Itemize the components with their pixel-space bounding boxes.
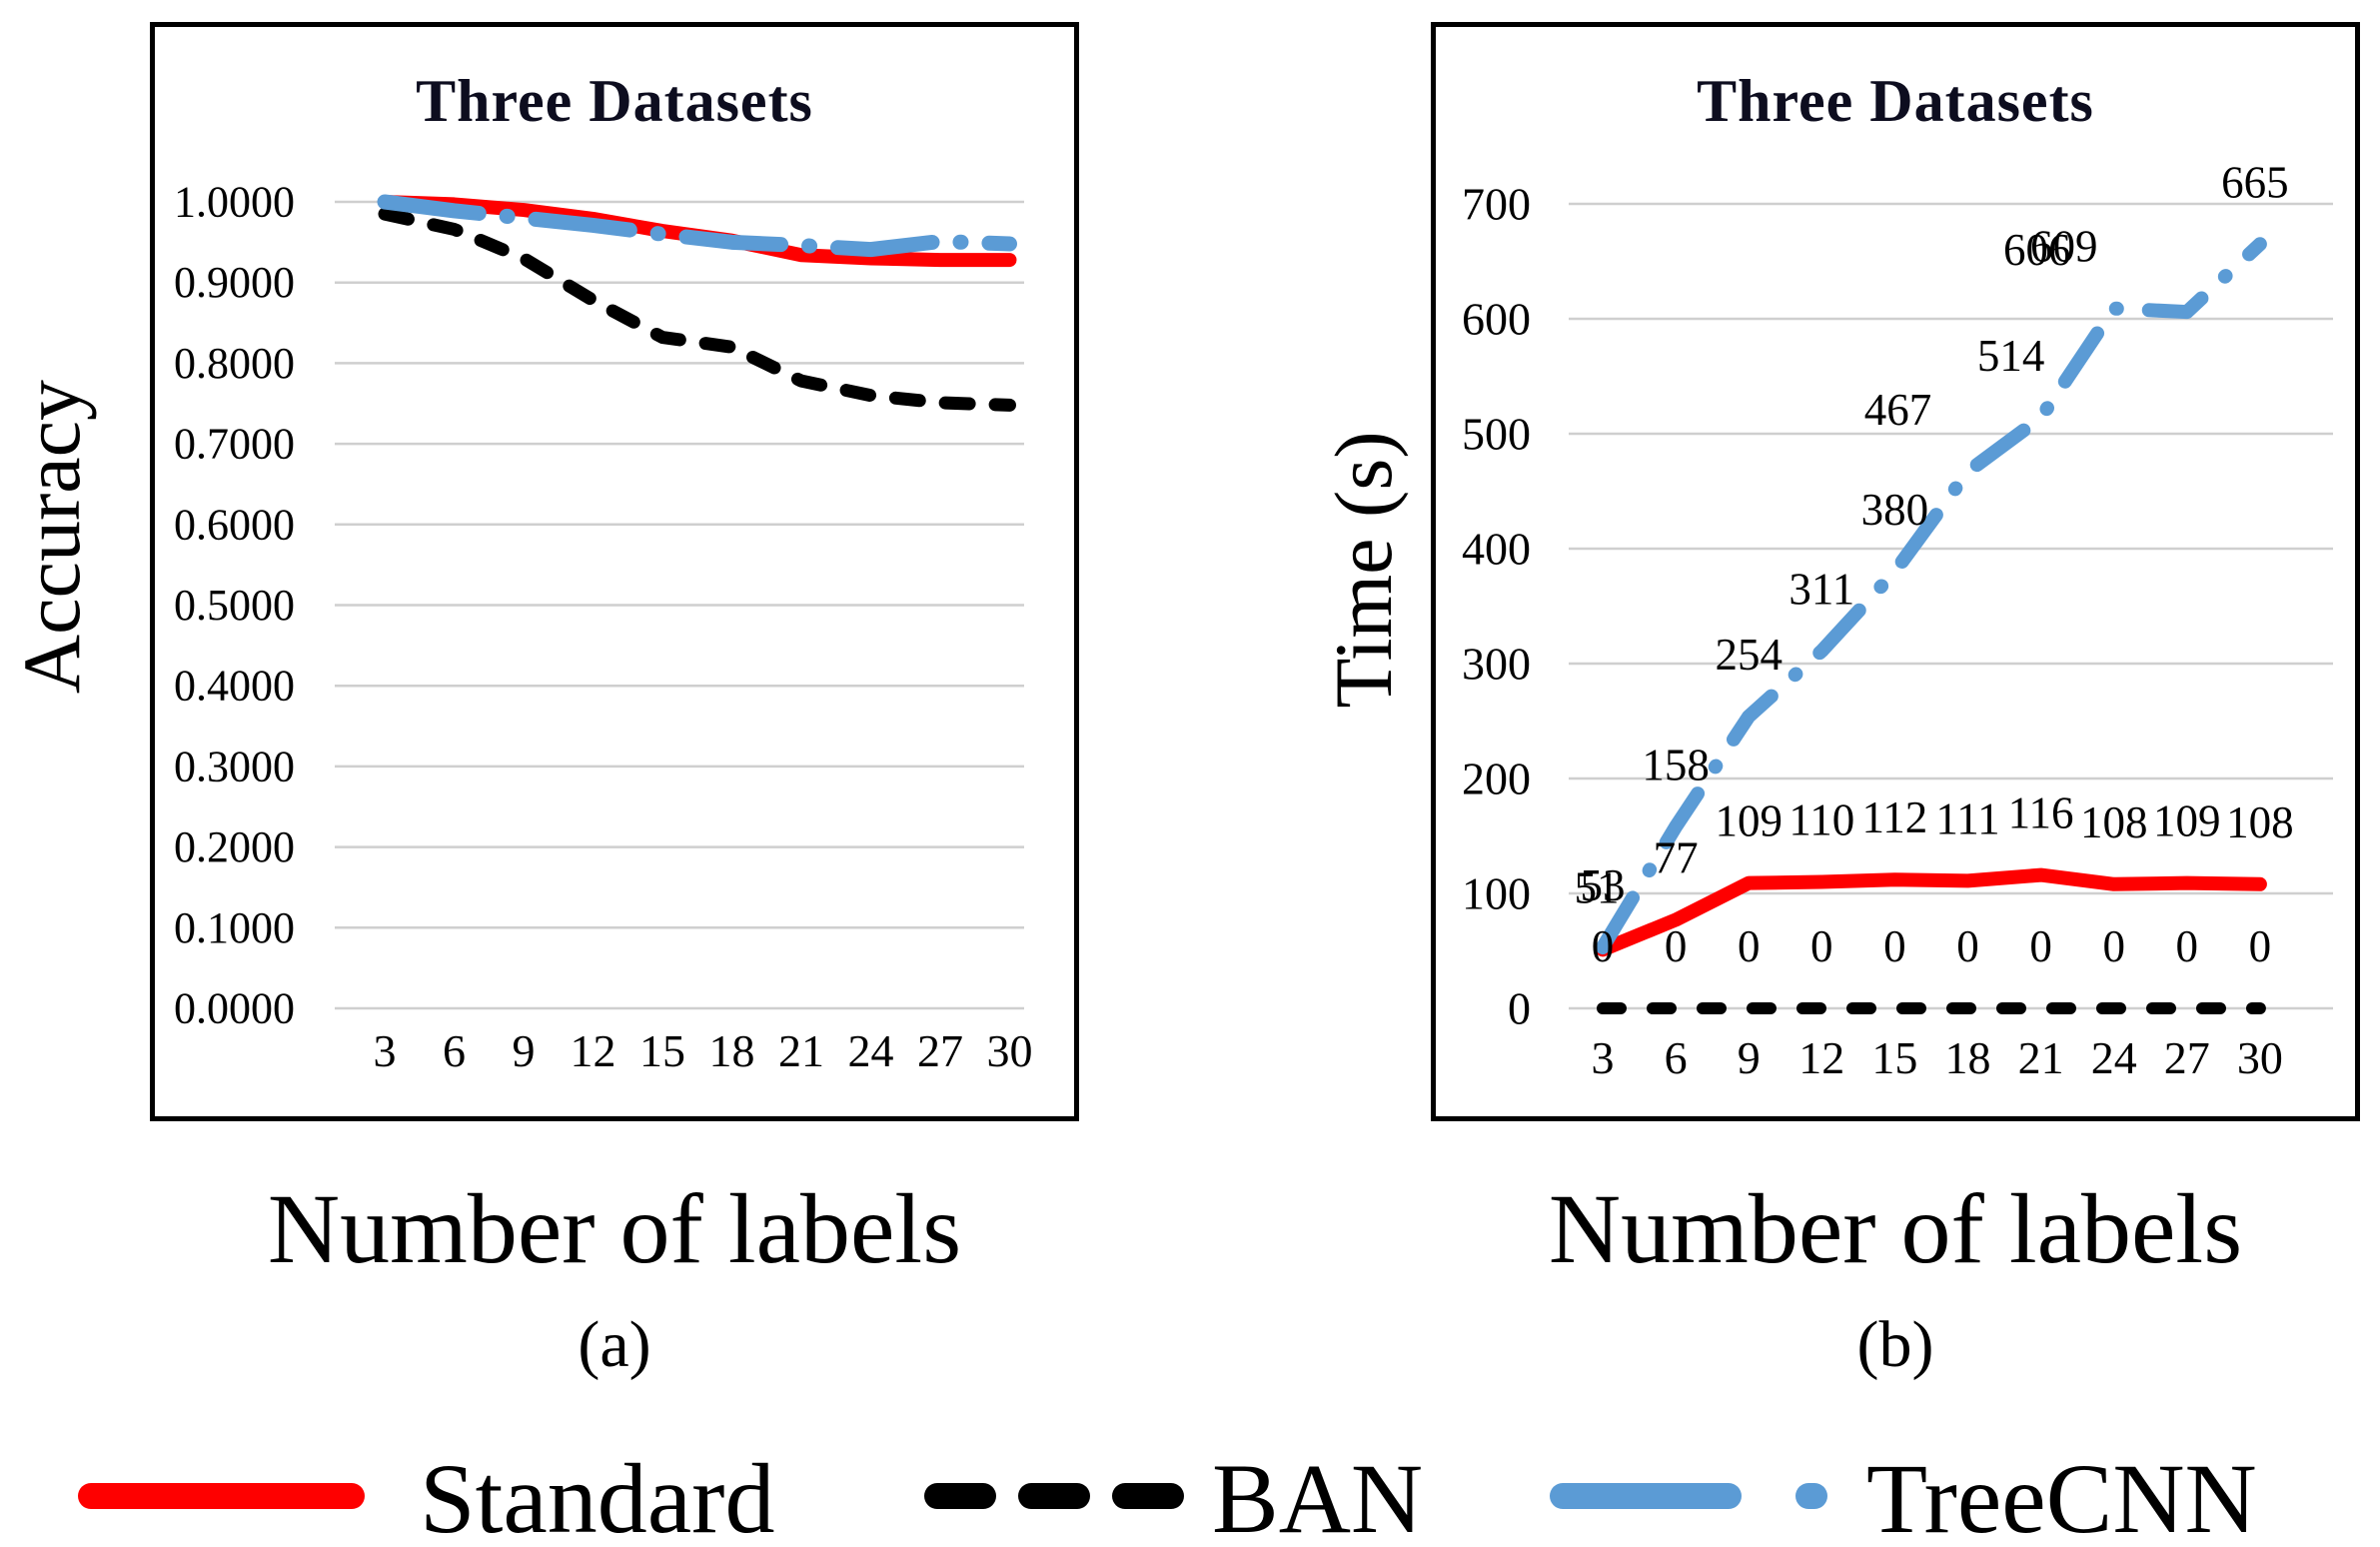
x-tick-label: 15 bbox=[1871, 1032, 1917, 1083]
series-line-treecnn bbox=[1596, 237, 2267, 955]
y-tick-label: 0.6000 bbox=[174, 500, 295, 549]
series-line-treecnn bbox=[377, 194, 1017, 258]
x-tick-label: 27 bbox=[917, 1025, 963, 1076]
chart-panel-a: 1.0000 0.9000 0.8000 0.7000 0.6000 0.5000 0.40… bbox=[150, 22, 1079, 1121]
data-label-treecnn: 311 bbox=[1788, 564, 1854, 614]
x-tick-label: 30 bbox=[987, 1025, 1033, 1076]
y-tick-label: 0.7000 bbox=[174, 420, 295, 469]
y-tick-label: 0 bbox=[1508, 983, 1531, 1034]
y-tick-label: 1.0000 bbox=[174, 178, 295, 227]
y-tick-label: 0.0000 bbox=[174, 984, 295, 1033]
legend-label-ban: BAN bbox=[1212, 1443, 1424, 1547]
data-label-ban: 0 bbox=[2249, 921, 2272, 971]
ban-line-icon bbox=[924, 1483, 996, 1509]
x-tick-label: 6 bbox=[443, 1025, 466, 1076]
treecnn-dot-icon bbox=[1795, 1483, 1827, 1509]
data-label-standard: 109 bbox=[2153, 796, 2221, 846]
y-tick-label: 0.9000 bbox=[174, 258, 295, 307]
data-label-standard: 108 bbox=[2080, 797, 2148, 847]
x-axis-label-b: Number of labels bbox=[1548, 1173, 2243, 1284]
chart-title-a: Three Datasets bbox=[416, 68, 813, 134]
legend-label-treecnn: TreeCNN bbox=[1866, 1443, 2257, 1547]
data-label-ban: 0 bbox=[1592, 921, 1615, 971]
standard-line-icon bbox=[78, 1483, 365, 1509]
data-label-standard: 111 bbox=[1935, 793, 1999, 843]
data-label-treecnn: 380 bbox=[1861, 485, 1929, 535]
accuracy-chart: 1.0000 0.9000 0.8000 0.7000 0.6000 0.5000 0.40… bbox=[174, 178, 1033, 1077]
series-line-standard bbox=[1596, 867, 2267, 957]
data-label-ban: 0 bbox=[2102, 921, 2125, 971]
y-axis-label-accuracy: Accuracy bbox=[6, 379, 97, 695]
x-tick-label: 15 bbox=[639, 1025, 685, 1076]
y-tick-label: 600 bbox=[1462, 294, 1531, 345]
data-label-standard: 108 bbox=[2226, 797, 2294, 847]
y-tick-label: 0.8000 bbox=[174, 339, 295, 388]
x-tick-label: 9 bbox=[1738, 1032, 1761, 1083]
x-tick-label: 6 bbox=[1665, 1032, 1688, 1083]
x-tick-label: 3 bbox=[374, 1025, 397, 1076]
chart-title-b: Three Datasets bbox=[1697, 68, 2094, 134]
y-tick-label: 0.4000 bbox=[174, 662, 295, 711]
data-label-standard: 116 bbox=[2008, 788, 2074, 838]
data-label-treecnn: 467 bbox=[1864, 385, 1932, 435]
x-tick-label: 9 bbox=[513, 1025, 536, 1076]
data-label-treecnn: 665 bbox=[2221, 157, 2289, 207]
data-label-standard: 110 bbox=[1788, 795, 1854, 845]
x-tick-label: 18 bbox=[1945, 1032, 1991, 1083]
data-label-ban: 0 bbox=[2029, 921, 2052, 971]
x-tick-label: 21 bbox=[2018, 1032, 2064, 1083]
x-tick-label: 24 bbox=[848, 1025, 894, 1076]
data-label-ban: 0 bbox=[1665, 921, 1688, 971]
data-label-treecnn: 158 bbox=[1642, 740, 1710, 789]
data-label-ban: 0 bbox=[1738, 921, 1761, 971]
ban-line-icon bbox=[1112, 1483, 1184, 1509]
chart-panel-b: 700 600 500 400 300 200 100 0 3 6 9 12 15 18 21 24 27 30 0… bbox=[1431, 22, 2360, 1121]
x-tick-label: 18 bbox=[709, 1025, 755, 1076]
data-label-ban: 0 bbox=[1810, 921, 1833, 971]
treecnn-line-icon bbox=[1550, 1483, 1742, 1509]
data-label-treecnn: 514 bbox=[1977, 331, 2045, 381]
y-tick-label: 300 bbox=[1462, 639, 1531, 690]
legend-label-standard: Standard bbox=[420, 1443, 775, 1547]
x-tick-label: 12 bbox=[1798, 1032, 1844, 1083]
data-label-treecnn: 254 bbox=[1715, 630, 1783, 680]
data-label-standard: 109 bbox=[1715, 796, 1783, 846]
y-tick-label: 700 bbox=[1462, 179, 1531, 230]
data-label-standard: 77 bbox=[1654, 832, 1699, 882]
y-tick-label: 0.3000 bbox=[174, 742, 295, 790]
x-tick-label: 30 bbox=[2237, 1032, 2283, 1083]
data-label-standard: 51 bbox=[1575, 862, 1620, 912]
data-label-treecnn: 53 bbox=[1581, 860, 1626, 910]
y-axis-label-time: Time (s) bbox=[1318, 431, 1409, 709]
x-tick-label: 24 bbox=[2091, 1032, 2137, 1083]
y-tick-label: 200 bbox=[1462, 754, 1531, 804]
y-tick-label: 0.1000 bbox=[174, 903, 295, 952]
y-tick-label: 0.5000 bbox=[174, 581, 295, 630]
ban-line-icon bbox=[1018, 1483, 1090, 1509]
data-label-treecnn: 609 bbox=[2030, 222, 2098, 272]
y-tick-label: 100 bbox=[1462, 868, 1531, 919]
y-tick-label: 400 bbox=[1462, 524, 1531, 575]
data-label-ban: 0 bbox=[1883, 921, 1906, 971]
data-label-standard: 112 bbox=[1861, 792, 1927, 842]
series-line-ban bbox=[378, 207, 1016, 412]
x-tick-label: 27 bbox=[2164, 1032, 2210, 1083]
x-tick-label: 3 bbox=[1592, 1032, 1615, 1083]
panel-a-caption: (a) bbox=[578, 1308, 651, 1381]
x-tick-label: 12 bbox=[571, 1025, 616, 1076]
y-tick-label: 0.2000 bbox=[174, 822, 295, 871]
panel-b-caption: (b) bbox=[1856, 1308, 1934, 1381]
data-label-ban: 0 bbox=[2176, 921, 2199, 971]
x-tick-label: 21 bbox=[778, 1025, 824, 1076]
y-tick-label: 500 bbox=[1462, 409, 1531, 460]
data-label-treecnn: 606 bbox=[2003, 225, 2071, 275]
x-axis-label-a: Number of labels bbox=[267, 1173, 962, 1284]
data-label-ban: 0 bbox=[1956, 921, 1979, 971]
